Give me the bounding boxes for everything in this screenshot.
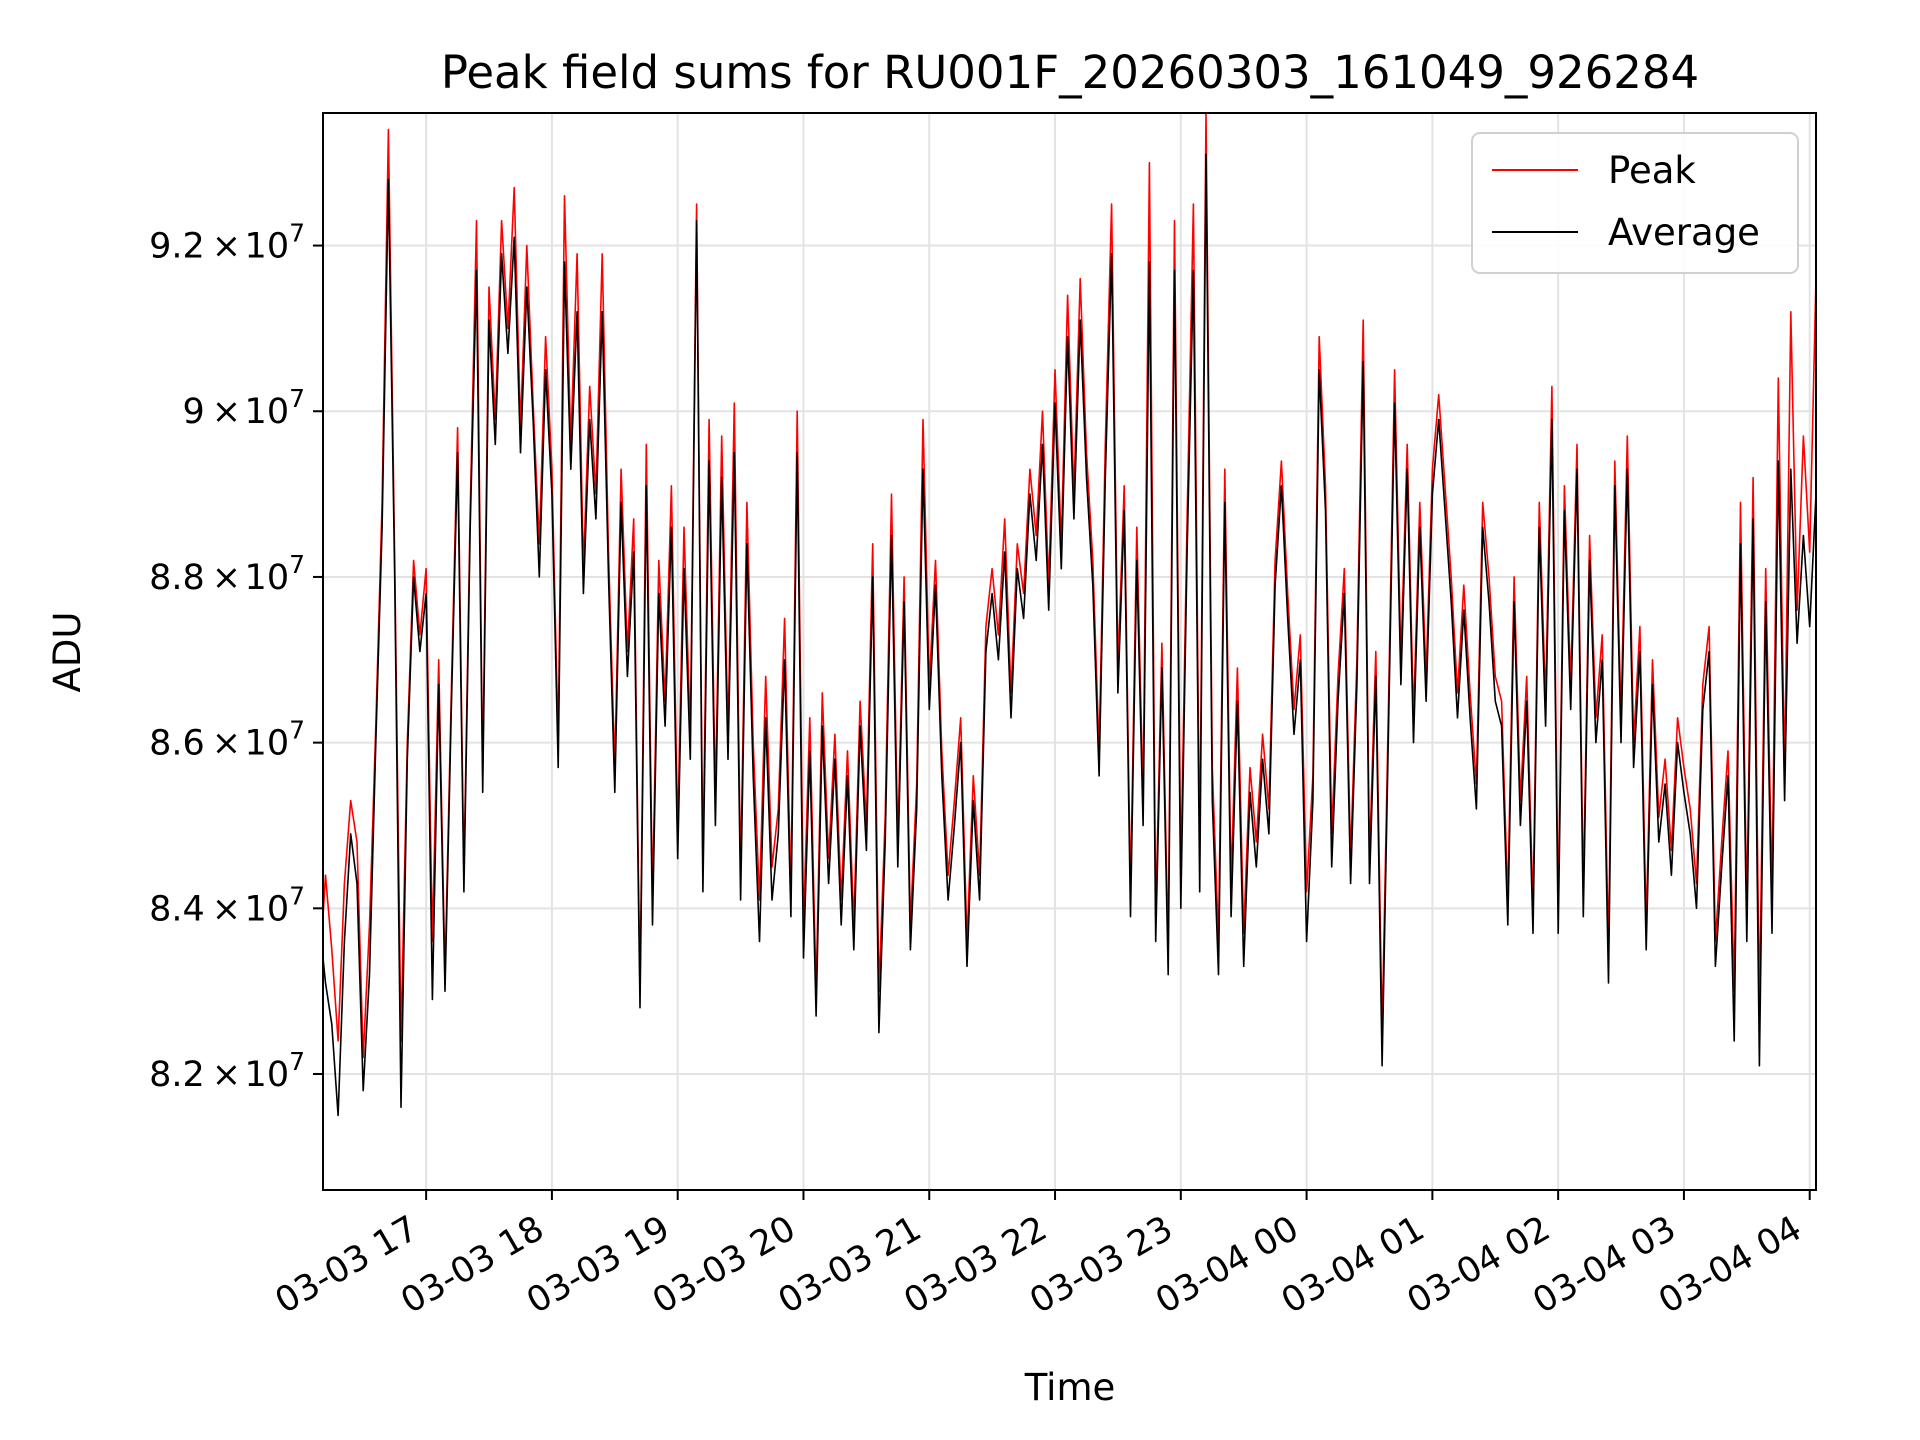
legend: Peak Average (1471, 132, 1799, 274)
y-tick-label: 9.2 × 107 (149, 219, 305, 267)
y-tick-label: 8.4 × 107 (149, 881, 305, 929)
x-axis-label: Time (1024, 1366, 1116, 1409)
legend-average-label: Average (1608, 211, 1760, 254)
series-lines (323, 113, 1816, 1117)
y-tick-label: 8.6 × 107 (149, 716, 305, 764)
chart-title: Peak field sums for RU001F_20260303_1610… (441, 46, 1699, 99)
y-tick-label: 8.2 × 107 (149, 1047, 305, 1095)
legend-peak-label: Peak (1608, 149, 1696, 192)
grid (323, 113, 1816, 1190)
y-axis-label: ADU (46, 612, 89, 693)
y-tick-label: 9 × 107 (182, 384, 305, 432)
legend-box (1471, 132, 1799, 274)
series-line-average (323, 153, 1816, 1117)
plot-frame (322, 112, 1817, 1191)
y-axis-ticks: 8.2 × 107 8.4 × 107 8.6 × 107 8.8 × 107 9 × … (149, 219, 323, 1095)
y-tick-label: 8.8 × 107 (149, 550, 305, 598)
